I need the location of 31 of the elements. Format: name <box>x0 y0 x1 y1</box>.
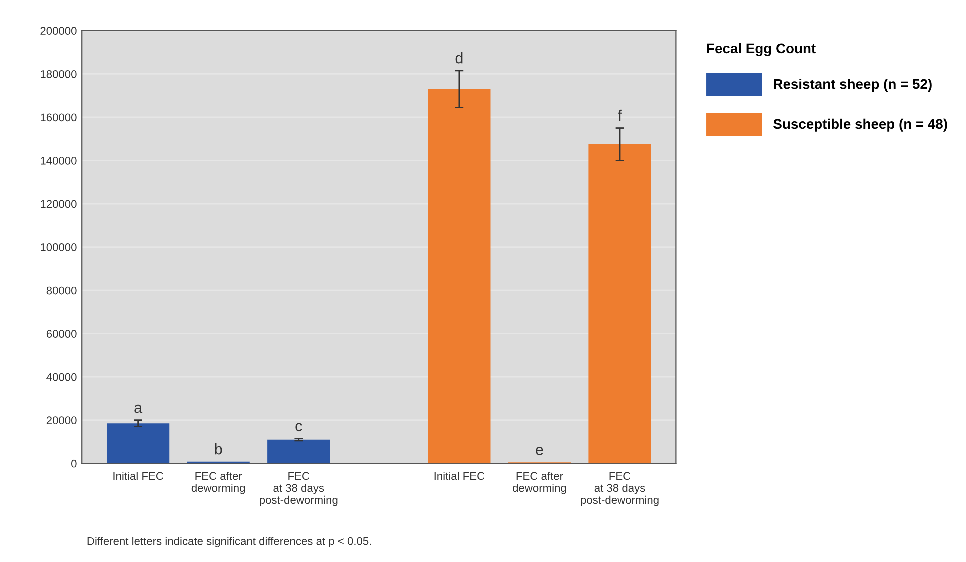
x-tick-label: FEC at 38 days post-deworming <box>260 472 338 506</box>
x-tick-label: FEC after deworming <box>513 472 566 494</box>
y-tick-label: 0 <box>72 460 77 468</box>
bar <box>588 144 652 464</box>
text: Different letters indicate significant differences at p < 0.05. <box>88 537 372 548</box>
x-tick-label: FEC at 38 days post-deworming <box>581 472 659 506</box>
data-label: c <box>296 423 302 432</box>
y-tick-label: 80000 <box>46 286 77 295</box>
x-tick-label: Initial FEC <box>114 472 164 480</box>
y-tick-label: 40000 <box>46 373 77 382</box>
y-tick-label: 100000 <box>41 244 77 252</box>
data-label: a <box>134 404 143 414</box>
y-tick-label: 120000 <box>41 200 77 208</box>
legend-label: Resistant sheep (n = 52) <box>774 78 932 92</box>
y-tick-label: 180000 <box>41 70 77 78</box>
data-label: b <box>215 444 222 455</box>
y-tick-label: 160000 <box>41 114 77 122</box>
y-tick-label: 60000 <box>46 330 77 338</box>
data-label: d <box>456 52 463 64</box>
x-tick-label: FEC after deworming <box>192 472 246 494</box>
y-tick-label: 200000 <box>40 27 77 36</box>
y-tick-label: 20000 <box>46 416 77 425</box>
bar <box>268 440 330 464</box>
data-label: f <box>618 110 622 121</box>
bar <box>428 89 491 464</box>
legend-title: Fecal Egg Count <box>707 43 816 56</box>
bar <box>107 424 170 464</box>
data-label: e <box>536 447 544 456</box>
x-tick-label: Initial FEC <box>434 472 485 480</box>
y-tick-label: 140000 <box>41 157 77 165</box>
legend-label: Susceptible sheep (n = 48) <box>774 118 948 132</box>
